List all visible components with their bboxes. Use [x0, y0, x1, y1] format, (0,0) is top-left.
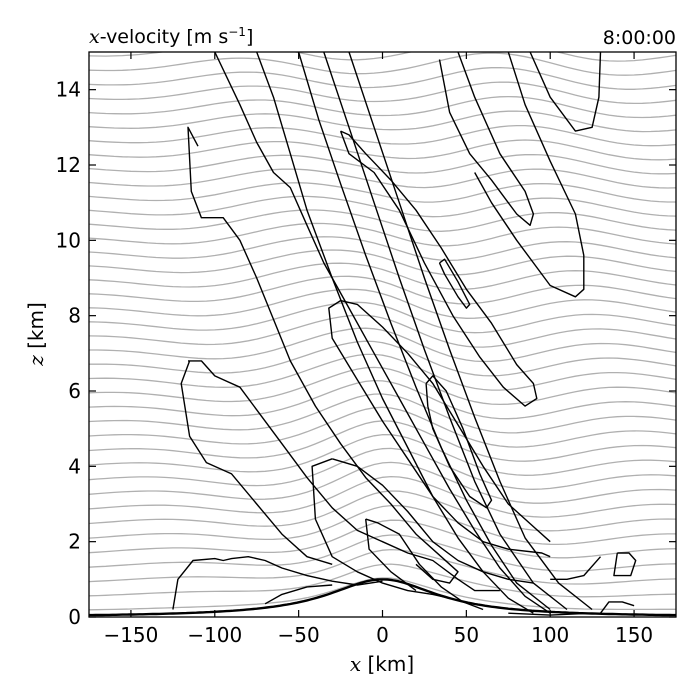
contour-line: [180, 360, 333, 565]
x-tick-label: 50: [454, 623, 479, 647]
x-tick-label: −50: [278, 623, 320, 647]
x-tick-label: −150: [103, 623, 158, 647]
streamline: [89, 519, 676, 559]
streamline: [89, 275, 676, 305]
contour-line: [214, 52, 551, 614]
x-axis-label-var: x: [350, 652, 361, 676]
x-tick-label: 150: [615, 623, 653, 647]
streamline: [89, 353, 676, 391]
streamline: [89, 379, 676, 420]
contour-line: [328, 300, 551, 558]
y-tick-label: 4: [68, 454, 81, 478]
x-tick-label: −100: [187, 623, 242, 647]
y-tick-label: 10: [56, 228, 81, 252]
streamline: [89, 182, 676, 203]
x-axis-label-rest: [km]: [361, 652, 414, 676]
x-tick-label: 100: [531, 623, 569, 647]
streamline: [89, 81, 676, 105]
streamline: [89, 340, 676, 377]
streamline: [89, 548, 676, 585]
streamline: [89, 534, 676, 572]
streamline: [89, 95, 676, 119]
streamline: [89, 563, 676, 598]
contour-line: [348, 52, 593, 611]
y-axis-label: z [km]: [24, 302, 48, 367]
axis-ticks: −150 −100 −50 0 50 100 150 0 2 4 6 8 10 12 14: [56, 52, 676, 647]
y-tick-label: 12: [56, 153, 81, 177]
contour-line: [425, 375, 493, 509]
streamline: [89, 577, 676, 611]
contour-line: [188, 360, 500, 592]
title-left-var: x: [89, 26, 100, 48]
contour-line: [550, 556, 602, 580]
contour-line: [613, 552, 637, 577]
streamline: [89, 301, 676, 334]
streamline: [89, 406, 676, 448]
y-tick-label: 2: [68, 530, 81, 554]
contour-line: [529, 52, 602, 132]
terrain-profile: [89, 578, 676, 617]
streamline: [89, 195, 676, 218]
streamline: [89, 249, 676, 276]
y-tick-label: 0: [68, 605, 81, 629]
contour-line: [438, 52, 535, 226]
x-tick-label: 0: [376, 623, 389, 647]
title-right: 8:00:00: [603, 27, 676, 49]
contour-line: [365, 519, 417, 592]
streamline: [89, 288, 676, 319]
streamline: [89, 168, 676, 189]
contour-line: [599, 601, 635, 614]
streamline: [89, 110, 676, 133]
streamline: [89, 447, 676, 490]
contour-line: [172, 556, 383, 610]
contour-line: [339, 130, 538, 407]
streamline: [89, 504, 676, 546]
streamline: [89, 139, 676, 161]
contour-line: [311, 458, 450, 599]
plot-background: [89, 52, 676, 617]
streamline: [89, 52, 676, 76]
streamline: [89, 262, 676, 291]
velocity-contours: [172, 52, 637, 616]
contour-line: [187, 126, 459, 584]
contour-line: [323, 52, 568, 611]
contour-line: [264, 584, 333, 605]
streamline: [89, 393, 676, 434]
streamline: [89, 434, 676, 476]
title-left: x-velocity [m s−1]: [89, 25, 253, 48]
y-axis-label-var: z: [24, 355, 48, 367]
streamline: [89, 236, 676, 262]
streamline: [89, 490, 676, 532]
contour-line: [297, 52, 551, 611]
y-tick-label: 6: [68, 379, 81, 403]
streamline: [89, 153, 676, 175]
y-axis-label-rest: [km]: [24, 302, 48, 355]
x-axis-label: x [km]: [350, 652, 414, 676]
contour-line: [340, 299, 551, 543]
plot-area: [89, 52, 676, 617]
streamline: [89, 124, 676, 147]
streamline: [89, 314, 676, 348]
streamline: [89, 66, 676, 90]
title-left-close: ]: [246, 26, 253, 48]
contour-line: [438, 258, 471, 309]
title-left-rest: -velocity [m s: [100, 26, 229, 48]
contour-line: [474, 52, 585, 298]
streamline: [89, 327, 676, 363]
streamlines: [89, 52, 676, 611]
streamline: [89, 475, 676, 518]
y-tick-label: 8: [68, 304, 81, 328]
streamline: [89, 461, 676, 504]
title-left-sup: −1: [228, 25, 246, 39]
contour-line: [331, 458, 534, 584]
streamline: [89, 209, 676, 232]
y-tick-label: 14: [56, 78, 81, 102]
